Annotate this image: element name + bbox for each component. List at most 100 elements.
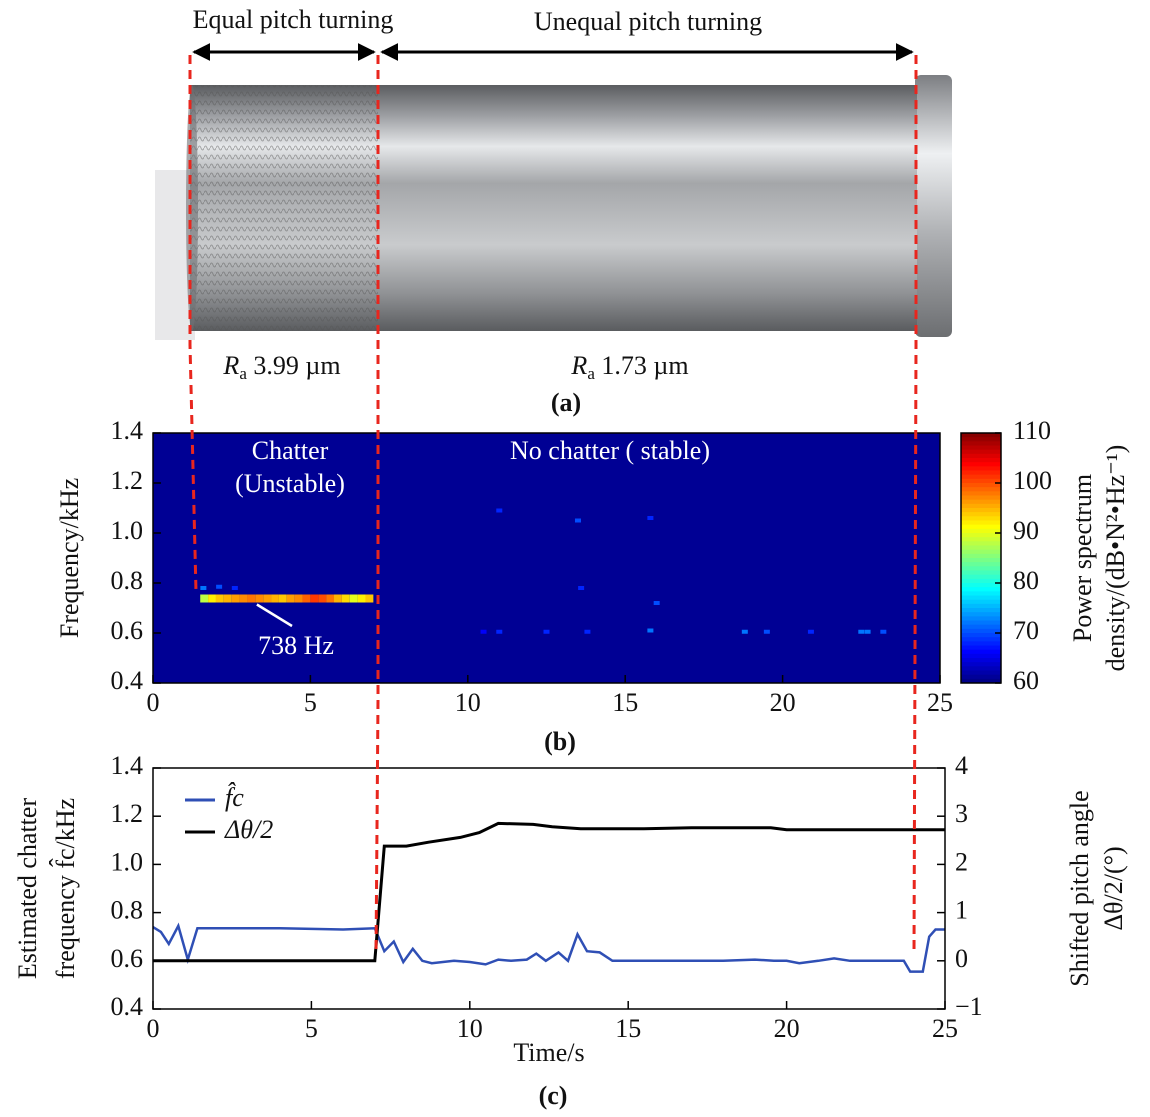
- colorbar-segment: [961, 470, 1001, 476]
- chatter-band: [286, 594, 295, 603]
- spectral-spot: [584, 629, 591, 634]
- y-axis-label: frequency f̂c/kHz: [50, 798, 80, 979]
- colorbar-segment: [961, 616, 1001, 621]
- colorbar-segment: [961, 558, 1001, 563]
- y2-tick-label: 4: [955, 751, 968, 780]
- colorbar-segment: [961, 520, 1001, 526]
- y-tick-label: 1.2: [111, 466, 144, 495]
- y-tick-label: 1.0: [111, 516, 144, 545]
- y-tick-label: 1.0: [111, 847, 144, 876]
- colorbar-segment: [961, 649, 1001, 655]
- guide-line: [188, 55, 198, 593]
- colorbar-segment: [961, 549, 1001, 555]
- colorbar-segment: [961, 645, 1001, 651]
- x-tick-label: 0: [147, 688, 160, 717]
- colorbar-segment: [961, 491, 1001, 496]
- colorbar-tick-label: 90: [1013, 516, 1039, 545]
- colorbar-segment: [961, 537, 1001, 542]
- panel-caption: (b): [544, 727, 576, 756]
- colorbar-segment: [961, 437, 1001, 442]
- workpiece-end: [915, 75, 952, 337]
- plot-frame: [152, 432, 941, 684]
- x-tick-label: 5: [305, 1014, 318, 1043]
- colorbar-segment: [961, 628, 1001, 634]
- colorbar-segment: [961, 670, 1001, 676]
- chatter-band: [334, 594, 342, 603]
- colorbar-segment: [961, 516, 1001, 521]
- colorbar-segment: [961, 445, 1001, 451]
- spectral-spot: [543, 629, 550, 634]
- roughness-label: Ra 3.99 µm: [222, 351, 340, 383]
- colorbar-segment: [961, 578, 1001, 584]
- chatter-band: [326, 594, 335, 603]
- spectral-spot: [496, 629, 503, 634]
- spectral-spot: [741, 629, 748, 634]
- colorbar-segment: [961, 570, 1001, 576]
- colorbar-segment: [961, 524, 1001, 530]
- chatter-band: [349, 594, 358, 603]
- colorbar-segment: [961, 603, 1001, 609]
- spectrogram-background: [153, 433, 940, 683]
- colorbar-tick-label: 100: [1013, 466, 1052, 495]
- annotation-leader: [256, 603, 293, 628]
- y-tick-label: 0.6: [111, 616, 144, 645]
- spectral-spot: [496, 508, 503, 513]
- colorbar-segment: [961, 487, 1001, 492]
- spectral-spot: [647, 628, 654, 633]
- x-tick-label: 25: [927, 688, 953, 717]
- legend-label: f̂c: [225, 783, 244, 812]
- x-tick-label: 15: [615, 1014, 641, 1043]
- x-axis-label: Time/s: [513, 1038, 584, 1067]
- colorbar-segment: [961, 462, 1001, 467]
- x-tick-label: 0: [147, 1014, 160, 1043]
- plot-frame: [152, 767, 946, 1010]
- chatter-band: [231, 594, 240, 603]
- colorbar-segment: [961, 612, 1001, 617]
- colorbar-segment: [961, 574, 1001, 580]
- y-tick-label: 1.4: [111, 751, 144, 780]
- colorbar-segment: [961, 458, 1001, 463]
- colorbar-segment: [961, 599, 1001, 605]
- colorbar-frame: [960, 432, 1002, 684]
- y2-tick-label: 0: [955, 944, 968, 973]
- spectral-spot: [216, 584, 223, 589]
- y-tick-label: 0.8: [111, 896, 144, 925]
- annotation: (Unstable): [235, 469, 345, 498]
- chatter-band: [263, 594, 272, 603]
- colorbar-segment: [961, 595, 1001, 601]
- colorbar-segment: [961, 566, 1001, 571]
- colorbar-segment: [961, 499, 1001, 505]
- colorbar-segment: [961, 483, 1001, 488]
- chatter-band: [215, 594, 224, 603]
- region-label: Unequal pitch turning: [534, 7, 762, 36]
- chatter-band: [271, 594, 279, 603]
- colorbar-segment: [961, 466, 1001, 471]
- panel-caption: (a): [551, 388, 581, 417]
- chatter-band: [294, 594, 303, 603]
- colorbar-segment: [961, 666, 1001, 671]
- chatter-band: [239, 594, 248, 603]
- colorbar-segment: [961, 608, 1001, 613]
- y2-tick-label: 3: [955, 799, 968, 828]
- annotation: Chatter: [252, 436, 329, 465]
- plots: 0 5 10 15 20 250.40.60.81.01.21.4Frequency/kH…: [13, 416, 1130, 1110]
- spectral-spot: [807, 629, 814, 634]
- y2-tick-label: 2: [955, 847, 968, 876]
- colorbar-segment: [961, 441, 1001, 446]
- colorbar-segment: [961, 478, 1001, 484]
- colorbar-segment: [961, 653, 1001, 659]
- spectral-spot: [231, 586, 238, 590]
- colorbar-segment: [961, 587, 1001, 592]
- y-axis-label: Frequency/kHz: [55, 478, 84, 638]
- annotation: 738 Hz: [258, 631, 334, 660]
- colorbar-segment: [961, 528, 1001, 534]
- guide-line: [912, 55, 918, 956]
- colorbar-segment: [961, 658, 1001, 663]
- colorbar-segment: [961, 624, 1001, 630]
- colorbar-tick-label: 70: [1013, 616, 1039, 645]
- legend-label: Δθ/2: [224, 815, 273, 844]
- colorbar-segment: [961, 474, 1001, 480]
- colorbar-segment: [961, 674, 1001, 680]
- colorbar-segment: [961, 591, 1001, 596]
